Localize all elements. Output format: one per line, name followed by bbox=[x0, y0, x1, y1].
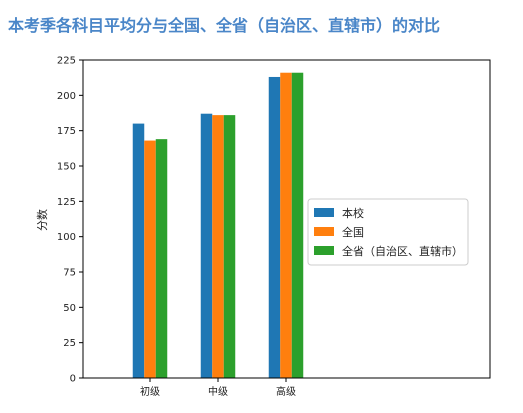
bar-高级-0 bbox=[268, 76, 281, 379]
x-tick-label: 初级 bbox=[140, 385, 160, 398]
page-title: 本考季各科目平均分与全国、全省（自治区、直辖市）的对比 bbox=[8, 16, 441, 35]
legend-swatch bbox=[314, 208, 334, 217]
bar-高级-1 bbox=[280, 72, 292, 378]
y-tick-label: 0 bbox=[70, 374, 76, 385]
y-tick-label: 25 bbox=[63, 338, 76, 349]
bar-初级-0 bbox=[132, 123, 145, 378]
legend-label: 全省（自治区、直辖市） bbox=[342, 244, 463, 258]
x-axis: 初级 中级 高级 bbox=[140, 378, 296, 398]
bar-中级-0 bbox=[200, 113, 213, 378]
bars-group bbox=[132, 72, 304, 379]
legend-label: 本校 bbox=[342, 206, 364, 220]
x-tick-label: 高级 bbox=[276, 385, 296, 398]
bar-初级-2 bbox=[155, 139, 168, 378]
bar-中级-2 bbox=[223, 115, 236, 379]
y-tick-label: 75 bbox=[63, 268, 76, 279]
y-tick-label: 175 bbox=[57, 126, 76, 137]
x-tick-label: 中级 bbox=[208, 385, 228, 398]
y-tick-label: 150 bbox=[57, 162, 76, 173]
y-tick-label: 50 bbox=[63, 303, 76, 314]
legend-box bbox=[307, 198, 469, 266]
y-tick-label: 200 bbox=[57, 91, 76, 102]
legend-swatch bbox=[314, 227, 334, 236]
y-tick-label: 100 bbox=[57, 232, 76, 243]
legend-swatch bbox=[314, 246, 334, 255]
y-axis: 0 25 50 75 100 125 150 175 200 225 bbox=[57, 56, 83, 385]
y-tick-label: 125 bbox=[57, 197, 76, 208]
legend-label: 全国 bbox=[342, 225, 364, 239]
bar-高级-2 bbox=[291, 72, 304, 378]
bar-中级-1 bbox=[212, 115, 224, 379]
bar-初级-1 bbox=[144, 140, 156, 378]
y-axis-label: 分数 bbox=[36, 209, 49, 231]
y-tick-label: 225 bbox=[57, 56, 76, 67]
